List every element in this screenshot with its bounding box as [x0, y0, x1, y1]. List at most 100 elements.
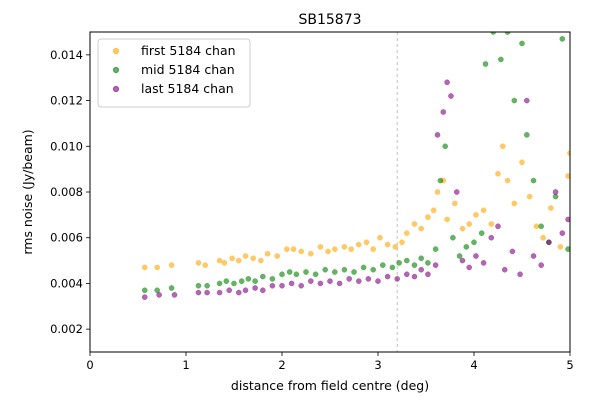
data-point-s0-12	[264, 250, 271, 257]
data-point-s2-6	[226, 287, 232, 294]
data-point-s1-29	[418, 255, 425, 262]
data-point-s0-55	[567, 150, 570, 156]
data-point-s2-36	[466, 264, 473, 271]
x-tick-label: 4	[470, 358, 477, 372]
data-point-s0-6	[221, 260, 228, 266]
data-point-s2-5	[216, 289, 223, 296]
data-point-s1-20	[341, 266, 348, 273]
data-point-s1-16	[303, 269, 309, 275]
data-point-s1-30	[425, 260, 431, 266]
data-point-s0-42	[480, 207, 487, 214]
legend-marker	[112, 47, 120, 55]
data-point-s1-41	[498, 56, 504, 63]
y-tick-label: 0.014	[50, 48, 83, 62]
data-point-s0-0	[141, 264, 148, 271]
data-point-s2-2	[171, 292, 178, 298]
data-point-s2-16	[317, 280, 324, 287]
data-point-s2-26	[411, 273, 418, 280]
data-point-s2-15	[307, 278, 314, 284]
data-point-s0-48	[519, 159, 525, 166]
data-point-s0-1	[154, 264, 160, 271]
data-point-s0-45	[499, 143, 506, 150]
data-point-s0-4	[202, 262, 208, 268]
data-point-s0-44	[495, 170, 501, 177]
data-point-s1-11	[259, 273, 266, 280]
x-tick-label: 2	[278, 358, 285, 372]
data-point-s1-28	[411, 262, 418, 268]
data-point-s0-17	[307, 250, 314, 257]
data-point-s1-50	[559, 36, 566, 42]
data-point-s0-53	[557, 244, 564, 250]
x-tick-label: 0	[86, 358, 93, 372]
data-point-s0-49	[526, 193, 533, 200]
y-axis-ticks: 0.002 0.004 0.006 0.008 0.010 0.012 0.014	[50, 48, 90, 336]
chart-title: SB15873	[298, 12, 361, 28]
data-point-s1-27	[403, 257, 410, 264]
y-axis-label: rms noise (Jy/beam)	[20, 129, 35, 254]
data-point-s0-18	[317, 244, 324, 250]
data-point-s1-35	[456, 253, 463, 259]
data-point-s0-43	[488, 221, 495, 227]
data-point-s2-38	[480, 260, 487, 266]
data-point-s0-51	[540, 234, 546, 241]
data-point-s0-14	[283, 246, 290, 252]
data-point-s1-25	[389, 264, 396, 271]
legend: first 5184 chan mid 5184 chan last 5184 ch…	[97, 38, 251, 108]
data-point-s0-15	[290, 246, 297, 252]
data-point-s1-12	[269, 276, 276, 282]
data-point-s1-4	[204, 282, 210, 289]
data-point-s2-35	[459, 257, 466, 264]
data-point-s1-14	[286, 269, 293, 275]
data-point-s0-16	[298, 248, 305, 255]
data-point-s2-21	[365, 276, 372, 282]
data-point-s0-29	[399, 239, 405, 246]
data-point-s0-46	[504, 177, 511, 184]
data-point-s1-0	[141, 287, 148, 294]
data-point-s1-10	[252, 278, 258, 284]
data-point-s2-9	[252, 285, 258, 291]
data-point-s0-38	[451, 200, 458, 207]
data-point-s0-40	[466, 221, 473, 227]
data-point-s1-8	[238, 278, 245, 284]
y-tick-label: 0.010	[50, 139, 83, 153]
data-point-s1-33	[442, 143, 449, 150]
data-point-s0-5	[216, 257, 223, 264]
data-point-s2-47	[546, 239, 552, 246]
data-point-s2-44	[524, 97, 530, 104]
data-point-s2-31	[440, 109, 447, 115]
data-point-s1-26	[396, 260, 402, 266]
legend-label: mid 5184 chan	[141, 62, 235, 77]
data-point-s0-20	[331, 246, 338, 252]
data-point-s1-45	[524, 132, 530, 138]
x-tick-label: 1	[182, 358, 189, 372]
data-point-s1-32	[437, 177, 444, 184]
y-tick-label: 0.006	[50, 231, 83, 245]
data-point-s0-23	[355, 241, 362, 248]
data-point-s0-10	[250, 255, 256, 262]
data-point-s2-33	[448, 93, 454, 99]
data-point-s0-33	[425, 214, 431, 220]
data-point-s1-3	[195, 282, 202, 289]
data-point-s1-51	[565, 246, 570, 252]
data-point-s0-26	[377, 234, 383, 241]
data-point-s2-41	[501, 266, 508, 273]
data-point-s0-37	[444, 216, 450, 223]
data-point-s0-35	[434, 189, 441, 195]
legend-label: first 5184 chan	[141, 43, 236, 58]
data-point-s0-9	[242, 253, 249, 259]
data-point-s1-47	[538, 223, 545, 230]
data-point-s2-34	[453, 189, 460, 195]
data-point-s2-22	[375, 278, 381, 284]
data-point-s2-28	[425, 271, 431, 278]
data-point-s1-36	[463, 244, 470, 250]
data-point-s1-15	[293, 271, 300, 278]
data-point-s2-43	[517, 271, 523, 278]
data-point-s1-23	[370, 266, 377, 273]
data-point-s1-13	[279, 271, 285, 278]
legend-marker	[112, 85, 120, 93]
data-point-s0-27	[384, 241, 391, 248]
x-tick-label: 5	[566, 358, 573, 372]
data-point-s0-30	[403, 230, 410, 236]
data-point-s1-17	[312, 271, 319, 278]
